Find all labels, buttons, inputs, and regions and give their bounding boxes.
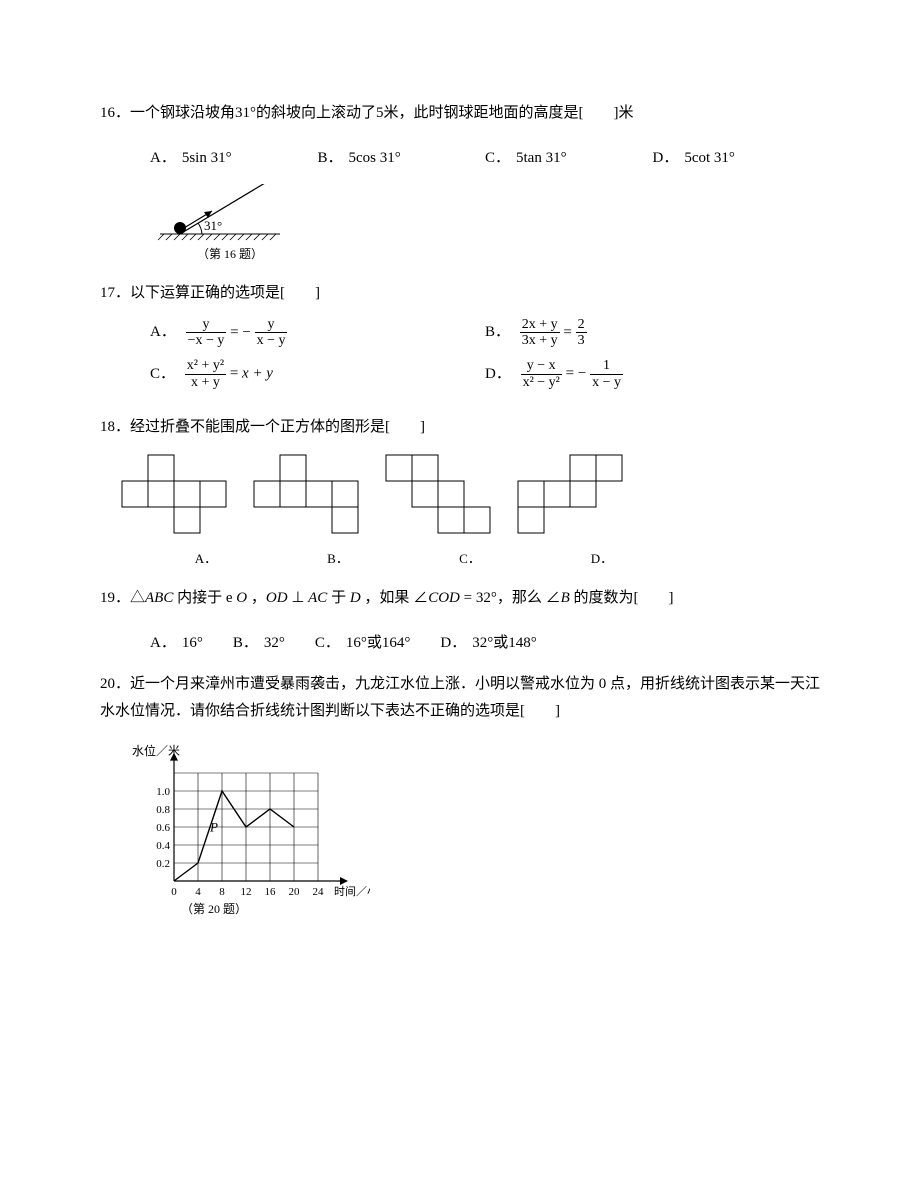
q17-opt-d: D． y − xx² − y² = − 1x − y	[485, 358, 820, 390]
q19-opt-a: A．16°	[150, 630, 203, 657]
svg-text:20: 20	[289, 886, 301, 898]
q19-opt-b: B．32°	[233, 630, 285, 657]
q18-label-a: A．	[140, 547, 272, 570]
net-b	[252, 453, 362, 539]
net-a	[120, 453, 230, 539]
q18-nets-row	[100, 453, 820, 539]
svg-text:12: 12	[241, 886, 252, 898]
q16-options: A．5sin 31° B．5cos 31° C．5tan 31° D．5cot …	[100, 145, 820, 172]
svg-text:1.0: 1.0	[156, 786, 170, 798]
q18-label-b: B．	[272, 547, 404, 570]
svg-text:时间／小时: 时间／小时	[334, 885, 370, 898]
svg-text:8: 8	[219, 886, 225, 898]
q20-figure: 水位／米0.20.40.60.81.004812162024时间／小时P（第 2…	[130, 741, 820, 921]
q17-text: 17．以下运算正确的选项是[ ]	[100, 280, 820, 307]
q19-options: A．16° B．32° C．16°或164° D．32°或148°	[100, 630, 820, 657]
q17-opt-b: B． 2x + y3x + y = 23	[485, 317, 820, 349]
q19-opt-c: C．16°或164°	[315, 630, 411, 657]
q16-figure: 31° （第 16 题）	[150, 184, 820, 266]
svg-text:0: 0	[171, 886, 177, 898]
q18-labels: A． B． C． D．	[100, 547, 820, 570]
question-16: 16．一个钢球沿坡角31°的斜坡向上滚动了5米，此时钢球距地面的高度是[ ]米 …	[100, 100, 820, 266]
q16-opt-d: D．5cot 31°	[653, 145, 821, 172]
q17-opt-c: C． x² + y²x + y = x + y	[150, 358, 485, 390]
svg-text:（第 20 题）: （第 20 题）	[181, 902, 247, 916]
net-c	[384, 453, 494, 539]
question-20: 20．近一个月来漳州市遭受暴雨袭击，九龙江水位上涨．小明以警戒水位为 0 点，用…	[100, 671, 820, 921]
q20-text: 20．近一个月来漳州市遭受暴雨袭击，九龙江水位上涨．小明以警戒水位为 0 点，用…	[100, 671, 820, 725]
angle-label: 31°	[204, 218, 222, 233]
q16-text: 16．一个钢球沿坡角31°的斜坡向上滚动了5米，此时钢球距地面的高度是[ ]米	[100, 100, 820, 127]
q19-text: 19．△ABC 内接于 e O ，OD ⊥ AC 于 D ，如果 ∠COD = …	[100, 585, 820, 612]
svg-text:24: 24	[313, 886, 325, 898]
q16-caption: （第 16 题）	[170, 244, 290, 266]
q18-text: 18．经过折叠不能围成一个正方体的图形是[ ]	[100, 414, 820, 441]
water-level-chart: 水位／米0.20.40.60.81.004812162024时间／小时P（第 2…	[130, 741, 370, 921]
q16-opt-b: B．5cos 31°	[318, 145, 486, 172]
svg-text:P: P	[209, 819, 218, 834]
question-17: 17．以下运算正确的选项是[ ] A． y−x − y = − yx − y B…	[100, 280, 820, 401]
svg-text:0.4: 0.4	[156, 840, 170, 852]
q17-opt-a: A． y−x − y = − yx − y	[150, 317, 485, 349]
svg-text:4: 4	[195, 886, 201, 898]
q19-opt-d: D．32°或148°	[440, 630, 536, 657]
q16-opt-c: C．5tan 31°	[485, 145, 653, 172]
svg-text:16: 16	[265, 886, 277, 898]
net-d	[516, 453, 626, 539]
svg-text:0.8: 0.8	[156, 804, 170, 816]
q18-label-d: D．	[536, 547, 668, 570]
svg-text:0.2: 0.2	[156, 858, 170, 870]
q16-opt-a: A．5sin 31°	[150, 145, 318, 172]
question-19: 19．△ABC 内接于 e O ，OD ⊥ AC 于 D ，如果 ∠COD = …	[100, 585, 820, 657]
q18-label-c: C．	[404, 547, 536, 570]
svg-text:0.6: 0.6	[156, 822, 170, 834]
q17-options: A． y−x − y = − yx − y B． 2x + y3x + y = …	[100, 317, 820, 401]
question-18: 18．经过折叠不能围成一个正方体的图形是[ ] A． B． C． D．	[100, 414, 820, 570]
slope-diagram: 31°	[150, 184, 290, 244]
